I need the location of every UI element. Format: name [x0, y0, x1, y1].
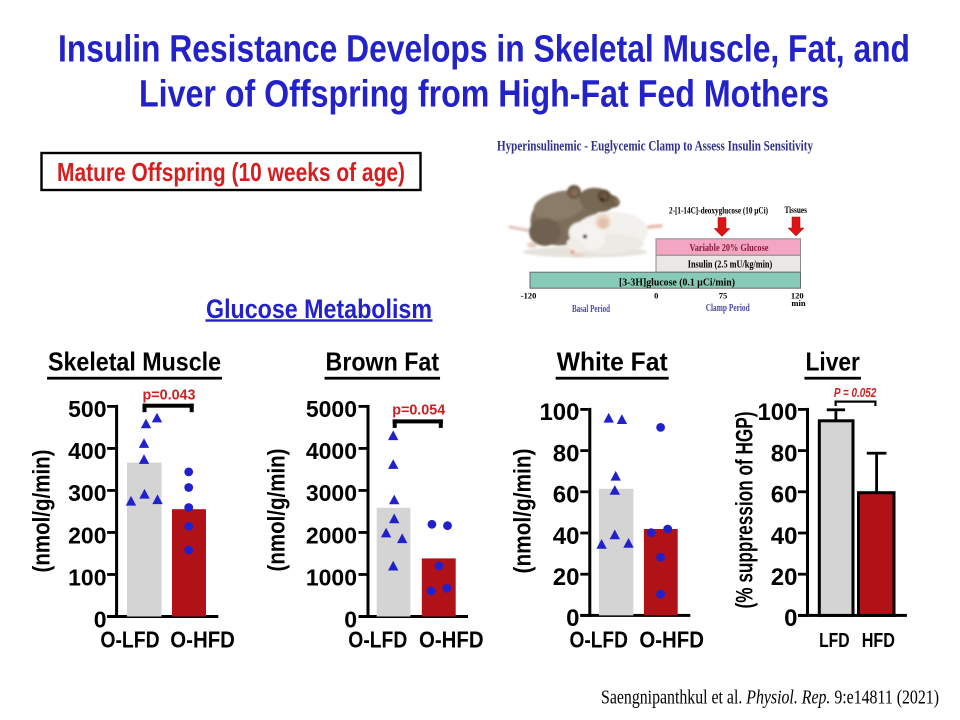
svg-text:Hyperinsulinemic - Euglycemic: Hyperinsulinemic - Euglycemic Clamp to A…: [497, 139, 813, 155]
svg-text:(% suppression of HGP): (% suppression of HGP): [731, 412, 758, 609]
svg-text:3000: 3000: [306, 480, 357, 506]
svg-text:Variable 20% Glucose: Variable 20% Glucose: [690, 243, 769, 254]
svg-text:P = 0.052: P = 0.052: [834, 386, 877, 400]
svg-text:O-HFD: O-HFD: [170, 627, 235, 653]
svg-text:Skeletal Muscle: Skeletal Muscle: [48, 347, 221, 377]
svg-text:O-LFD: O-LFD: [100, 627, 159, 653]
svg-text:120: 120: [791, 290, 804, 300]
svg-text:40: 40: [553, 523, 580, 550]
svg-text:400: 400: [68, 438, 106, 464]
svg-text:LFD: LFD: [819, 629, 850, 652]
svg-text:2-[1-14C]-deoxyglucose (10 µCi: 2-[1-14C]-deoxyglucose (10 µCi): [669, 206, 768, 217]
svg-text:0: 0: [344, 606, 357, 632]
svg-text:200: 200: [68, 522, 106, 548]
svg-text:80: 80: [771, 440, 798, 467]
svg-text:(nmol/g/min): (nmol/g/min): [28, 450, 55, 573]
svg-text:60: 60: [771, 482, 798, 509]
svg-text:Mature Offspring (10 weeks of: Mature Offspring (10 weeks of age): [57, 157, 405, 187]
svg-text:0: 0: [784, 605, 797, 632]
svg-text:O-HFD: O-HFD: [639, 627, 704, 653]
svg-text:O-HFD: O-HFD: [419, 627, 484, 653]
svg-text:100: 100: [757, 399, 797, 426]
svg-text:100: 100: [68, 564, 106, 590]
svg-text:2000: 2000: [306, 522, 357, 548]
svg-text:(nmol/g/min): (nmol/g/min): [509, 449, 536, 574]
svg-text:Brown Fat: Brown Fat: [326, 347, 440, 377]
svg-text:[3-3H]glucose (0.1 µCi/min): [3-3H]glucose (0.1 µCi/min): [619, 277, 735, 288]
svg-text:4000: 4000: [306, 438, 357, 464]
svg-text:Saengnipanthkul et al. Physiol: Saengnipanthkul et al. Physiol. Rep. 9:e…: [601, 687, 939, 708]
svg-text:500: 500: [68, 396, 106, 422]
svg-text:min: min: [791, 298, 805, 308]
svg-text:75: 75: [719, 290, 728, 300]
svg-text:0: 0: [94, 606, 107, 632]
svg-text:60: 60: [553, 482, 580, 509]
svg-text:Glucose Metabolism: Glucose Metabolism: [206, 294, 432, 324]
svg-text:-120: -120: [521, 290, 537, 300]
svg-text:Tissues: Tissues: [784, 205, 807, 215]
svg-text:5000: 5000: [306, 396, 357, 422]
svg-text:O-LFD: O-LFD: [570, 627, 628, 653]
svg-text:White Fat: White Fat: [557, 347, 668, 377]
svg-text:20: 20: [553, 564, 580, 591]
svg-text:Insulin Resistance Develops in: Insulin Resistance Develops in Skeletal …: [58, 28, 910, 70]
svg-text:p=0.054: p=0.054: [392, 402, 446, 419]
svg-text:40: 40: [771, 523, 798, 550]
svg-text:20: 20: [771, 564, 798, 591]
svg-text:Liver: Liver: [805, 347, 860, 377]
svg-text:Basal Period: Basal Period: [572, 304, 610, 315]
svg-text:Insulin (2.5 mU/kg/min): Insulin (2.5 mU/kg/min): [688, 259, 773, 270]
svg-text:0: 0: [566, 605, 579, 632]
svg-text:100: 100: [539, 399, 579, 426]
svg-text:(nmol/g/min): (nmol/g/min): [263, 449, 290, 572]
svg-text:0: 0: [654, 290, 658, 300]
svg-text:Clamp Period: Clamp Period: [706, 303, 750, 314]
svg-text:O-LFD: O-LFD: [348, 627, 407, 653]
svg-text:p=0.043: p=0.043: [143, 387, 196, 404]
svg-text:HFD: HFD: [862, 629, 895, 652]
svg-text:Liver of Offspring from High-F: Liver of Offspring from High-Fat Fed Mot…: [139, 74, 829, 116]
svg-text:1000: 1000: [306, 564, 357, 590]
svg-text:80: 80: [553, 440, 580, 467]
svg-text:300: 300: [68, 480, 106, 506]
